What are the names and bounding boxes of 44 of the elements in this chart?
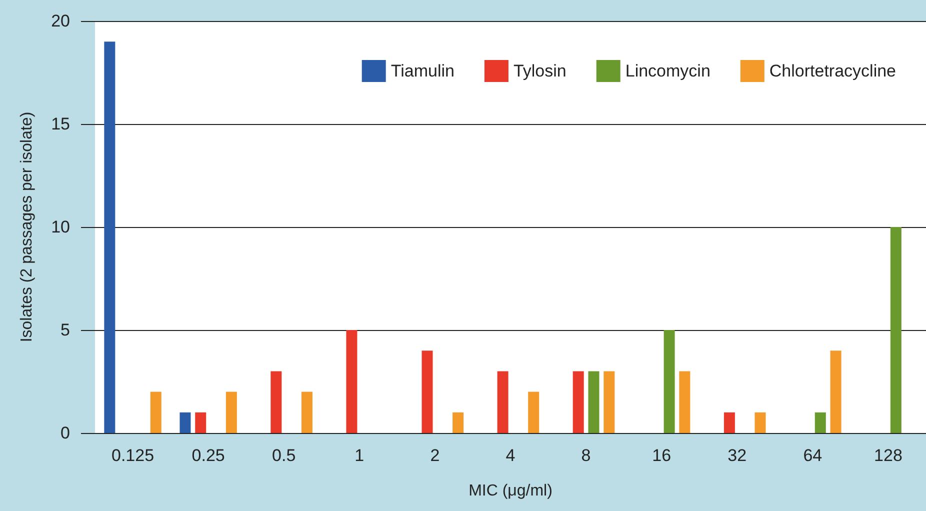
x-tick-label: 32: [728, 446, 747, 465]
bar: [180, 412, 191, 433]
x-tick-label: 4: [506, 446, 516, 465]
bar: [814, 412, 826, 433]
bar: [572, 371, 584, 433]
bar: [588, 371, 600, 433]
legend-label: Chlortetracycline: [769, 62, 896, 80]
bar: [270, 371, 282, 433]
x-tick-label: 128: [874, 446, 902, 465]
bar: [104, 42, 116, 433]
bar: [528, 392, 540, 433]
x-tick-label: 0.125: [112, 446, 154, 465]
y-axis-title: Isolates (2 passages per isolate): [18, 112, 36, 342]
bar: [604, 371, 615, 433]
bar: [452, 412, 464, 433]
y-tick-label: 0: [60, 424, 70, 442]
y-tick-label: 10: [51, 218, 70, 236]
bar: [724, 412, 735, 433]
x-tick-label: 8: [581, 446, 591, 465]
x-tick-label: 1: [354, 446, 364, 465]
bar: [830, 350, 842, 433]
y-tick-label: 5: [60, 320, 70, 340]
x-tick-label: 0.25: [192, 446, 225, 465]
y-tick-label: 20: [51, 12, 70, 30]
x-tick-label: 0.5: [272, 446, 296, 465]
bar: [497, 371, 508, 433]
x-tick-label: 16: [652, 446, 672, 465]
legend-label: Tylosin: [513, 62, 566, 80]
bar: [226, 392, 237, 433]
bar: [679, 371, 690, 433]
x-tick-label: 2: [430, 446, 440, 465]
bar: [422, 350, 433, 433]
legend-label: Tiamulin: [390, 62, 454, 80]
x-tick-label: 64: [803, 446, 822, 465]
bar: [754, 412, 766, 433]
x-axis-title: MIC (μg/ml): [468, 482, 552, 500]
y-tick-label: 15: [51, 114, 70, 134]
bar: [301, 392, 312, 433]
bar: [664, 330, 675, 433]
bar: [150, 392, 162, 433]
bar: [890, 227, 902, 433]
legend-label: Lincomycin: [625, 62, 710, 80]
bar: [195, 412, 206, 433]
bar: [346, 330, 358, 433]
